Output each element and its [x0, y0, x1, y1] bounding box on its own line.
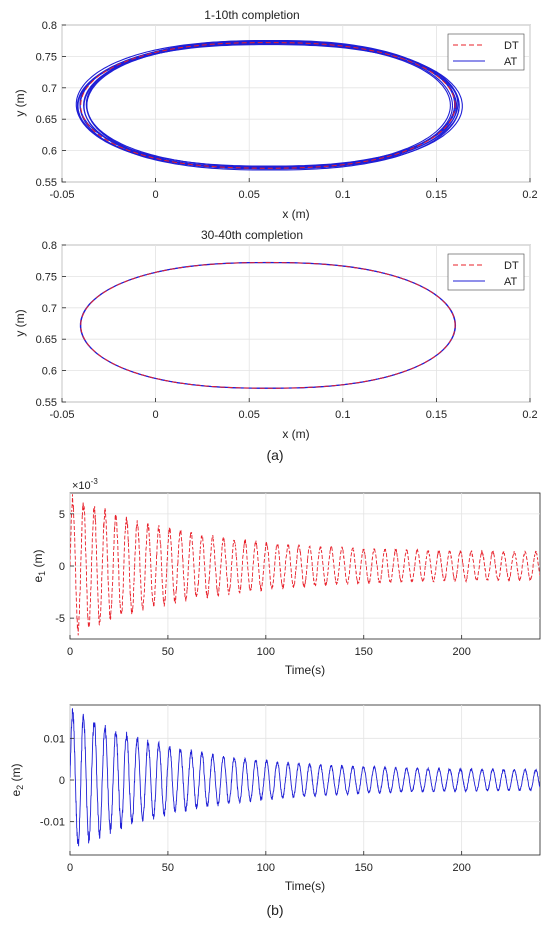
x-axis-label: Time(s): [285, 879, 325, 893]
y-axis-label: e2 (m): [9, 763, 25, 796]
y-tick-label: -0.01: [40, 817, 65, 829]
legend-at-label: AT: [504, 276, 518, 288]
y-tick-label: 5: [59, 509, 65, 521]
at-trajectory-lap: [79, 41, 460, 171]
y-tick-label: 0: [59, 561, 65, 573]
y-tick-label: 0.75: [36, 51, 57, 63]
trajectory-chart-1: 1-10th completion -0.05 0 0.05 0.1 0.15 0.2 0.…: [13, 8, 538, 221]
x-tick-label: 0.2: [522, 409, 537, 421]
x-tick-label: 0: [153, 189, 159, 201]
y-tick-label: 0.65: [36, 114, 57, 126]
x-axis-label: x (m): [282, 207, 309, 221]
x-tick-label: 100: [257, 646, 275, 658]
caption-b: (b): [266, 902, 283, 918]
y-tick-label: -5: [55, 613, 65, 625]
tick-labels: -0.05 0 0.05 0.1 0.15 0.2 0.55 0.6 0.65 0.7 0.75 0.…: [36, 240, 538, 421]
y-axis-label: y (m): [13, 309, 27, 336]
y-axis-label: y (m): [13, 89, 27, 116]
x-tick-label: 0.05: [238, 189, 259, 201]
x-tick-label: 0: [153, 409, 159, 421]
y-tick-label: 0.7: [42, 83, 57, 95]
y-tick-label: 0.6: [42, 146, 57, 158]
x-tick-label: 0.15: [426, 189, 447, 201]
y-tick-label: 0.6: [42, 366, 57, 378]
x-tick-label: 0.1: [335, 409, 350, 421]
x-tick-label: 0.15: [426, 409, 447, 421]
caption-a: (a): [266, 447, 283, 463]
x-tick-label: 0.2: [522, 189, 537, 201]
x-tick-label: -0.05: [49, 189, 74, 201]
y-tick-label: 0.75: [36, 271, 57, 283]
series-lines: [79, 261, 457, 389]
legend-dt-label: DT: [504, 40, 519, 52]
x-tick-label: 150: [355, 862, 373, 874]
series-lines: [75, 39, 463, 171]
legend-dt-label: DT: [504, 260, 519, 272]
x-tick-label: 100: [257, 862, 275, 874]
error-series-line: [70, 708, 540, 847]
y-axis-label: e1 (m): [31, 549, 47, 582]
grid: [69, 493, 540, 639]
series-lines: [70, 494, 540, 636]
trajectory-chart-2: 30-40th completion -0.05 0 0.05 0.1 0.15 0.2 0…: [13, 228, 538, 441]
x-tick-label: 0: [67, 646, 73, 658]
y-tick-label: 0.55: [36, 397, 57, 409]
x-tick-label: -0.05: [49, 409, 74, 421]
y-tick-label: 0: [59, 775, 65, 787]
y-tick-label: 0.8: [42, 240, 57, 252]
legend: DT AT: [447, 253, 525, 291]
dt-trajectory: [80, 262, 456, 389]
legend-at-label: AT: [504, 56, 518, 68]
x-axis-label: Time(s): [285, 663, 325, 677]
error-e2-chart: 0 50 100 150 200 -0.01 0 0.01 Time(s) e2 (m): [9, 704, 541, 893]
legend: DT AT: [447, 33, 525, 71]
tick-labels: 0 50 100 150 200 -5 0 5: [55, 509, 471, 658]
legend-box: [447, 253, 525, 291]
at-trajectory-lap: [83, 42, 451, 168]
y-tick-label: 0.65: [36, 334, 57, 346]
tick-labels: -0.05 0 0.05 0.1 0.15 0.2 0.55 0.6 0.65 0.7 0.75 0.…: [36, 20, 538, 201]
x-tick-label: 200: [452, 646, 470, 658]
y-tick-label: 0.7: [42, 303, 57, 315]
chart-title: 30-40th completion: [201, 228, 303, 242]
x-tick-label: 150: [355, 646, 373, 658]
x-tick-label: 50: [162, 646, 174, 658]
error-series-line: [70, 494, 540, 636]
y-tick-label: 0.55: [36, 177, 57, 189]
dt-trajectory: [80, 42, 456, 169]
legend-box: [447, 33, 525, 71]
x-tick-label: 0.1: [335, 189, 350, 201]
y-tick-label: 0.8: [42, 20, 57, 32]
x-tick-label: 50: [162, 862, 174, 874]
tick-labels: 0 50 100 150 200 -0.01 0 0.01: [40, 733, 471, 874]
x-tick-label: 200: [452, 862, 470, 874]
scale-multiplier: ×10-3: [72, 477, 98, 492]
series-lines: [70, 708, 540, 847]
x-tick-label: 0: [67, 862, 73, 874]
error-e1-chart: 0 50 100 150 200 -5 0 5 ×10-3 Time(s) e1 (m): [31, 477, 541, 677]
chart-title: 1-10th completion: [204, 8, 299, 22]
y-tick-label: 0.01: [44, 733, 65, 745]
x-axis-label: x (m): [282, 427, 309, 441]
x-tick-label: 0.05: [238, 409, 259, 421]
